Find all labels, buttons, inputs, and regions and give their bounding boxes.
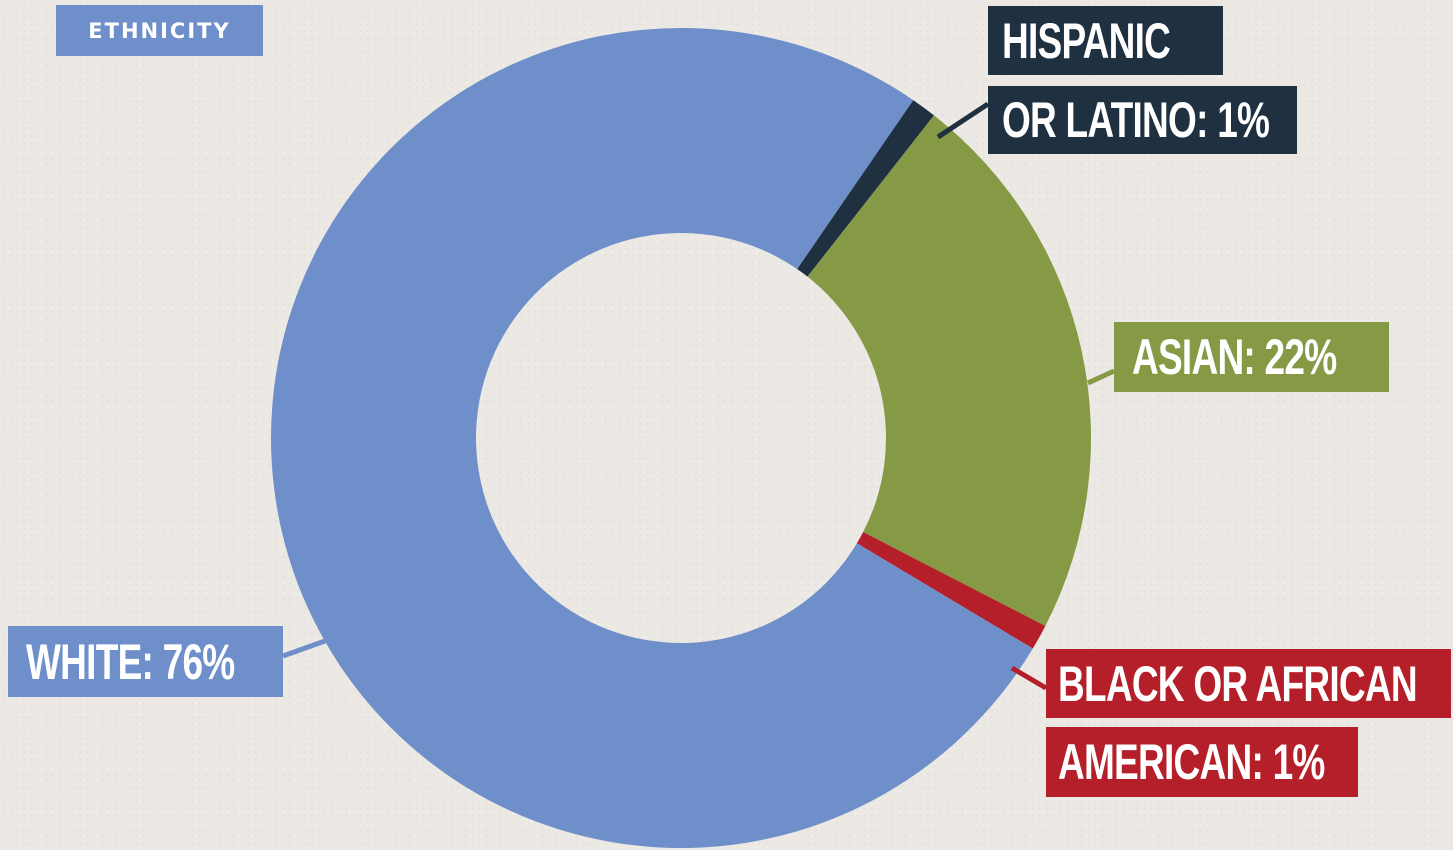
label-hispanic-line2: OR LATINO: 1%: [988, 86, 1297, 154]
label-black-line1: BLACK OR AFRICAN: [1046, 649, 1451, 718]
slice-hispanic-or-latino: [797, 100, 934, 277]
label-asian: ASIAN: 22%: [1114, 322, 1389, 392]
slice-asian: [807, 115, 1091, 627]
leader-lines: [282, 101, 1116, 691]
label-black-line2: AMERICAN: 1%: [1046, 727, 1358, 797]
leader-asian: [1086, 368, 1116, 386]
chart-title: ETHNICITY: [56, 5, 263, 56]
slice-black-or-african-american: [856, 532, 1046, 649]
leader-hispanic: [936, 101, 990, 140]
leader-black: [1010, 665, 1048, 691]
slice-white: [271, 27, 1033, 848]
label-white: WHITE: 76%: [8, 626, 283, 697]
donut-slices: [271, 27, 1091, 848]
label-hispanic-line1: HISPANIC: [988, 6, 1223, 75]
leader-white: [282, 638, 326, 659]
